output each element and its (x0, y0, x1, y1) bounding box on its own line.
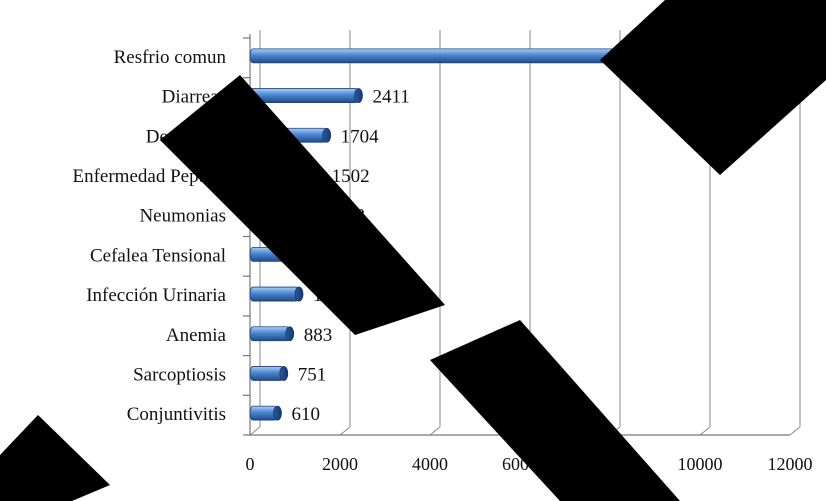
watermark-stroke-left (0, 415, 110, 501)
bar-cap-1 (354, 88, 363, 103)
watermark-stroke-diagonal (160, 75, 445, 335)
bar-1 (249, 88, 359, 103)
bar-cap-8 (279, 366, 289, 381)
gridline-floor-5 (699, 426, 711, 436)
gridline-floor-6 (789, 426, 801, 436)
x-tick-label: 12000 (768, 454, 813, 474)
data-label: 1704 (341, 126, 380, 147)
category-label: Enfermedad Peptica (72, 166, 226, 187)
category-label: Resfrio comun (114, 47, 227, 68)
bar-8 (249, 366, 285, 381)
gridline-floor-2 (429, 426, 441, 436)
bar-6 (249, 286, 300, 302)
data-label: 1502 (332, 166, 370, 187)
bar-cap-9 (273, 405, 282, 421)
bar-7 (249, 326, 291, 342)
category-label: Cefalea Tensional (90, 245, 226, 266)
bar-cap-2 (322, 127, 332, 143)
bar-cap-7 (285, 326, 295, 342)
data-label: 751 (298, 364, 327, 385)
data-label: 2411 (372, 87, 409, 108)
category-label: Infección Urinaria (86, 285, 226, 306)
x-tick-label: 10000 (678, 454, 723, 474)
data-label: 883 (304, 325, 333, 346)
watermark-stroke-top-right (600, 0, 826, 175)
category-label: Anemia (166, 325, 227, 346)
watermark-stroke-bottom-right (430, 320, 680, 501)
category-label: Sarcoptiosis (133, 364, 226, 385)
x-tick-label: 4000 (412, 454, 448, 474)
category-label: Neumonias (139, 206, 226, 227)
x-tick-label: 2000 (322, 454, 358, 474)
gridline-floor-0 (249, 426, 261, 436)
data-label: 610 (291, 404, 320, 425)
gridline-floor-1 (339, 426, 351, 436)
x-tick-label: 0 (246, 454, 255, 474)
category-label: Conjuntivitis (127, 404, 226, 425)
bar-cap-6 (294, 286, 304, 302)
